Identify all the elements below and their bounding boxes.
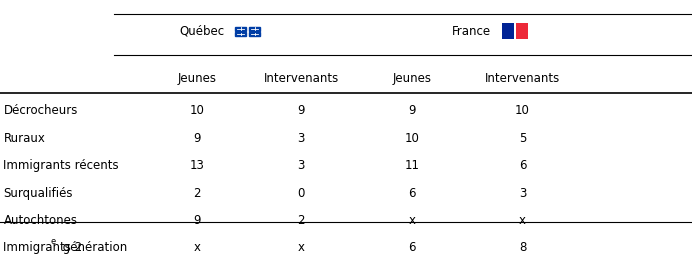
Text: 10: 10 [404, 132, 419, 145]
Text: 8: 8 [519, 241, 526, 254]
Text: France: France [452, 25, 491, 38]
Text: génération: génération [59, 241, 127, 254]
Text: e: e [51, 237, 56, 246]
Text: 3: 3 [298, 132, 304, 145]
Text: Ruraux: Ruraux [3, 132, 46, 145]
Text: 3: 3 [298, 159, 304, 172]
Text: 0: 0 [298, 187, 304, 200]
Text: 6: 6 [519, 159, 526, 172]
Text: Intervenants: Intervenants [485, 72, 560, 85]
Bar [235, 27, 246, 31]
Text: Surqualifiés: Surqualifiés [3, 187, 73, 200]
Bar [235, 32, 246, 36]
Text: x: x [194, 241, 201, 254]
Text: 6: 6 [408, 241, 415, 254]
Text: x: x [408, 214, 415, 227]
Text: 9: 9 [194, 132, 201, 145]
Text: 9: 9 [408, 104, 415, 117]
Text: Québec: Québec [180, 25, 225, 38]
Bar [502, 23, 514, 39]
Text: 10: 10 [515, 104, 530, 117]
Bar [249, 27, 260, 31]
Text: Décrocheurs: Décrocheurs [3, 104, 78, 117]
Text: 2: 2 [194, 187, 201, 200]
Text: 3: 3 [519, 187, 526, 200]
Text: 10: 10 [190, 104, 205, 117]
Bar [249, 32, 260, 36]
Text: 2: 2 [298, 214, 304, 227]
Text: Intervenants: Intervenants [264, 72, 338, 85]
Text: 9: 9 [194, 214, 201, 227]
Text: Immigrants récents: Immigrants récents [3, 159, 119, 172]
Text: x: x [519, 214, 526, 227]
Text: Immigrants 2: Immigrants 2 [3, 241, 82, 254]
Text: x: x [298, 241, 304, 254]
Text: 11: 11 [404, 159, 419, 172]
Text: 6: 6 [408, 187, 415, 200]
Text: 13: 13 [190, 159, 205, 172]
Text: Jeunes: Jeunes [392, 72, 431, 85]
Text: Autochtones: Autochtones [3, 214, 78, 227]
Text: 9: 9 [298, 104, 304, 117]
Text: Jeunes: Jeunes [178, 72, 217, 85]
Bar [516, 23, 528, 39]
Text: 5: 5 [519, 132, 526, 145]
